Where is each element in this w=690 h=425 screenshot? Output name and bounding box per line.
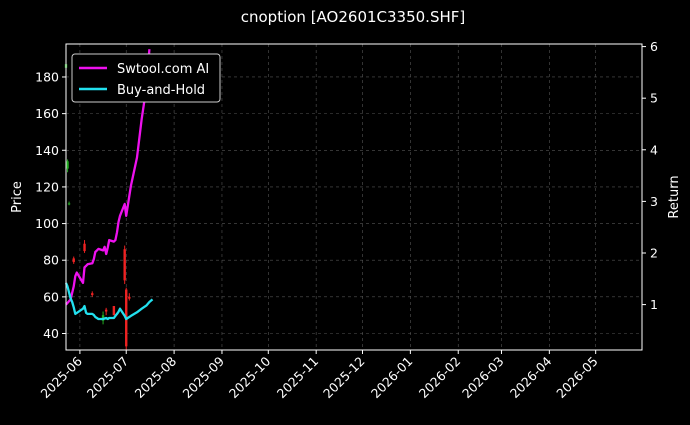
candle-body [83, 243, 86, 252]
legend-label-swtool: Swtool.com AI [117, 62, 209, 77]
y-axis-label: Price [10, 181, 25, 213]
series-lines [64, 49, 154, 321]
y-tick-label: 180 [35, 69, 59, 84]
candle-body [112, 306, 116, 316]
y2-tick-label: 1 [650, 297, 658, 312]
y-tick-label: 100 [35, 216, 59, 231]
candle-body [123, 249, 126, 281]
y-tick-label: 80 [43, 253, 59, 268]
y2-tick-label: 2 [650, 245, 658, 260]
y-tick-label: 120 [35, 179, 59, 194]
chart-title: cnoption [AO2601C3350.SHF] [241, 8, 465, 26]
y-axis-right: 1 2 3 4 5 6 [642, 39, 658, 312]
series-line-swtool [65, 49, 151, 306]
candle-body [66, 161, 69, 169]
candle-body [128, 296, 131, 299]
legend-box [71, 53, 221, 103]
y-tick-label: 160 [35, 106, 59, 121]
y2-tick-label: 3 [650, 194, 658, 209]
y2-tick-label: 5 [650, 91, 658, 106]
y-tick-label: 40 [43, 326, 59, 341]
candle-body [104, 309, 108, 312]
legend-label-buyhold: Buy-and-Hold [117, 83, 205, 98]
candle-body [72, 258, 75, 263]
y2-tick-label: 4 [650, 142, 658, 157]
candle-body [91, 293, 94, 296]
y2-tick-label: 6 [650, 39, 658, 54]
y-tick-label: 140 [35, 143, 59, 158]
y-tick-label: 60 [43, 289, 59, 304]
y2-axis-label: Return [667, 175, 682, 218]
plot-frame [65, 43, 643, 351]
y-axis-left: 40 60 80 100 120 140 160 180 [35, 69, 66, 341]
legend: Swtool.com AI Buy-and-Hold [71, 53, 221, 103]
series-line-buyhold [64, 282, 154, 321]
candle-body [67, 203, 71, 205]
